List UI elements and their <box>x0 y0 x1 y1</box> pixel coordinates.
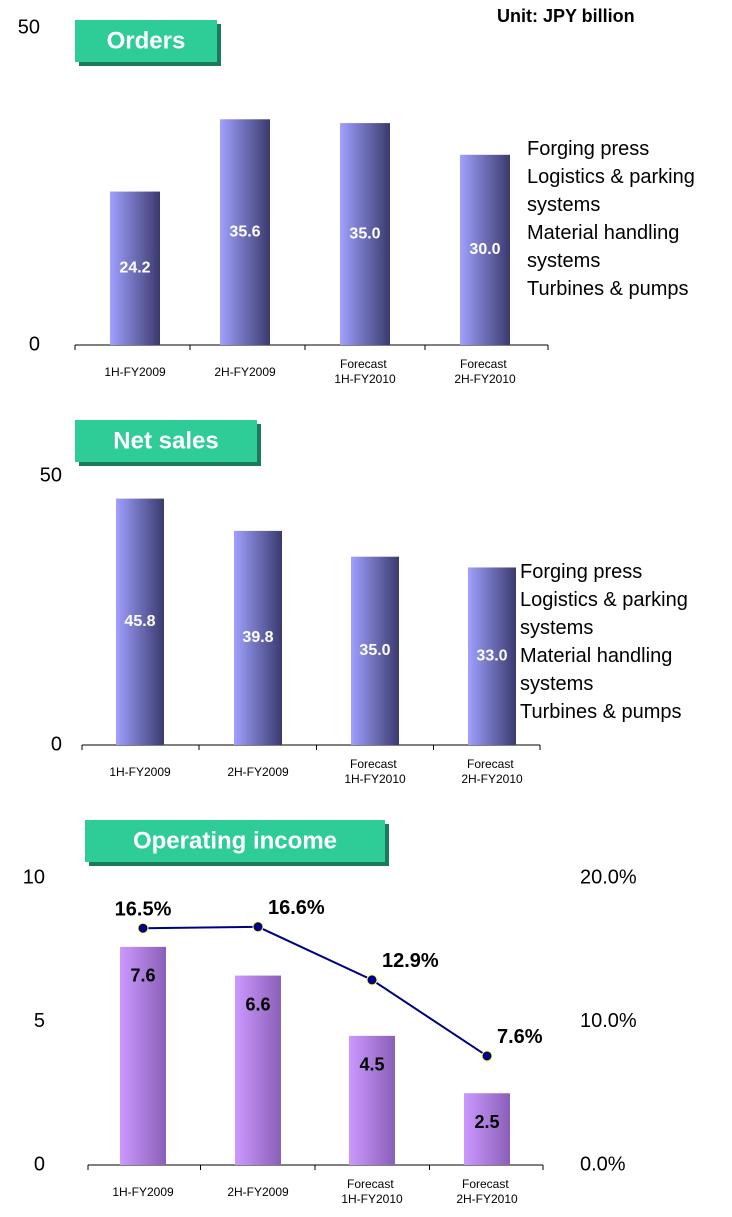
bar-value-label: 30.0 <box>469 241 500 258</box>
bar <box>468 567 516 745</box>
x-tick-line: 1H-FY2010 <box>334 372 396 386</box>
bar-value-label: 35.6 <box>229 223 260 240</box>
bar <box>116 498 164 745</box>
bar-value-label: 35.0 <box>349 225 380 242</box>
line-point <box>366 974 378 986</box>
x-tick-line: 2H-FY2010 <box>454 372 516 386</box>
legend-entry: Logistics & parking systems <box>527 166 695 216</box>
bar <box>349 1035 395 1165</box>
bar <box>120 946 166 1165</box>
legend-entry: Material handling systems <box>527 222 680 272</box>
legend-entry: Turbines & pumps <box>527 278 689 300</box>
y-tick-label: 0 <box>29 333 40 355</box>
bar <box>340 123 390 345</box>
y-tick-label: 50 <box>18 16 40 38</box>
y-tick-label: 10 <box>23 866 45 888</box>
line-value-label: 7.6% <box>497 1026 543 1048</box>
bar-value-label: 24.2 <box>119 260 150 277</box>
bar-value-label: 39.8 <box>242 629 273 646</box>
y-tick-label: 5 <box>34 1010 45 1032</box>
legend-entry: Turbines & pumps <box>520 701 682 723</box>
unit-label: Unit: JPY billion <box>497 6 635 26</box>
y2-tick-label: 10.0% <box>580 1010 637 1032</box>
x-tick-label: Forecast 1H-FY2010 <box>341 1177 403 1206</box>
line-value-label: 16.5% <box>115 899 172 921</box>
line-value-label: 16.6% <box>268 897 325 919</box>
y2-tick-label: 20.0% <box>580 866 637 888</box>
x-tick-line: 2H-FY2010 <box>456 1192 518 1206</box>
x-tick-label: Forecast 2H-FY2010 <box>454 357 516 386</box>
bar-value-label: 4.5 <box>359 1055 384 1075</box>
chart-title: Operating income <box>133 827 337 854</box>
bar-value-label: 7.6 <box>130 966 155 986</box>
y-tick-label: 0 <box>51 733 62 755</box>
x-tick-label: 1H-FY2009 <box>112 1185 174 1199</box>
legend-entry: Forging press <box>527 138 650 160</box>
x-tick-line: Forecast <box>467 757 517 771</box>
x-tick-line: Forecast <box>462 1177 512 1191</box>
chart-title: Net sales <box>113 427 218 454</box>
line-point <box>252 921 264 933</box>
line-value-label: 12.9% <box>382 950 439 972</box>
y-tick-label: 50 <box>40 464 62 486</box>
x-tick-label: 2H-FY2009 <box>227 765 289 779</box>
x-tick-line: Forecast <box>350 757 400 771</box>
legend-entry: Forging press <box>520 561 643 583</box>
title-box <box>75 420 257 462</box>
bar-value-label: 45.8 <box>124 613 155 630</box>
x-tick-line: Forecast <box>347 1177 397 1191</box>
bar-value-label: 35.0 <box>359 642 390 659</box>
legend-entry: Material handling systems <box>520 645 673 695</box>
bar-value-label: 33.0 <box>476 647 507 664</box>
x-tick-label: 1H-FY2009 <box>104 365 166 379</box>
line-point <box>481 1050 493 1062</box>
bar <box>234 530 282 745</box>
x-tick-label: Forecast 2H-FY2010 <box>461 757 523 786</box>
y-tick-label: 0 <box>34 1153 45 1175</box>
line <box>142 925 488 1057</box>
x-tick-line: 1H-FY2010 <box>341 1192 403 1206</box>
y2-tick-label: 0.0% <box>580 1153 626 1175</box>
x-tick-line: 1H-FY2010 <box>344 772 406 786</box>
x-tick-line: 2H-FY2010 <box>461 772 523 786</box>
legend-entry: Logistics & parking systems <box>520 589 688 639</box>
x-tick-label: 2H-FY2009 <box>227 1185 289 1199</box>
bar <box>464 1093 510 1165</box>
bar <box>110 191 160 345</box>
legend: Forging press Logistics & parking systems… <box>527 135 732 303</box>
bar <box>460 154 510 345</box>
bar <box>235 975 281 1165</box>
x-tick-label: 1H-FY2009 <box>109 765 171 779</box>
line-point <box>137 922 149 934</box>
x-tick-label: Forecast 2H-FY2010 <box>456 1177 518 1206</box>
bar <box>220 119 270 346</box>
x-tick-line: Forecast <box>460 357 510 371</box>
x-tick-label: Forecast 1H-FY2010 <box>334 357 396 386</box>
bar-value-label: 2.5 <box>474 1112 499 1132</box>
title-box <box>75 20 217 62</box>
x-tick-label: Forecast 1H-FY2010 <box>344 757 406 786</box>
x-tick-label: 2H-FY2009 <box>214 365 276 379</box>
bar <box>351 556 399 745</box>
legend: Forging press Logistics & parking systems… <box>520 558 725 726</box>
bar-value-label: 6.6 <box>245 994 270 1014</box>
chart-title: Orders <box>107 27 186 54</box>
x-tick-line: Forecast <box>340 357 390 371</box>
title-box <box>85 820 385 862</box>
